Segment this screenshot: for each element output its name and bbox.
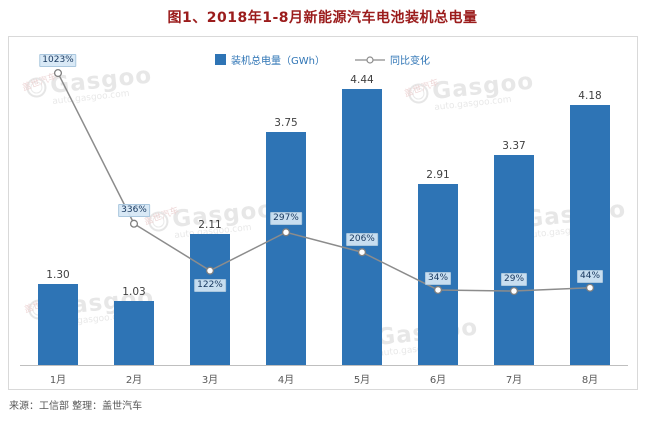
bar-2月 xyxy=(114,301,154,365)
x-tick-label: 1月 xyxy=(49,375,67,386)
bar-7月 xyxy=(494,155,534,365)
bar-value-label: 4.18 xyxy=(578,90,602,102)
legend-item-bars: 装机总电量（GWh） xyxy=(215,52,325,67)
x-tick-label: 8月 xyxy=(581,375,599,386)
bar-value-label: 1.30 xyxy=(46,269,70,281)
bar-6月 xyxy=(418,184,458,365)
bar-value-label: 2.91 xyxy=(426,169,450,181)
x-tick-label: 5月 xyxy=(353,375,371,386)
bar-value-label: 4.44 xyxy=(350,74,374,86)
bar-8月 xyxy=(570,105,610,365)
x-tick-label: 7月 xyxy=(505,375,523,386)
line-marker-icon xyxy=(354,55,385,64)
legend-bar-label: 装机总电量（GWh） xyxy=(231,56,325,67)
bar-4月 xyxy=(266,132,306,365)
bar-value-label: 3.75 xyxy=(274,117,298,129)
x-tick-label: 3月 xyxy=(201,375,219,386)
source-note: 来源：工信部 整理：盖世汽车 xyxy=(9,401,143,412)
legend: 装机总电量（GWh） 同比变化 xyxy=(0,52,645,67)
legend-item-line: 同比变化 xyxy=(354,52,430,67)
legend-line-label: 同比变化 xyxy=(389,56,430,67)
bar-value-label: 2.11 xyxy=(198,219,222,231)
chart-title: 图1、2018年1-8月新能源汽车电池装机总电量 xyxy=(167,10,478,26)
x-axis xyxy=(20,365,628,366)
bar-value-label: 3.37 xyxy=(502,140,526,152)
bar-swatch-icon xyxy=(215,54,226,65)
x-tick-label: 2月 xyxy=(125,375,143,386)
x-tick-label: 6月 xyxy=(429,375,447,386)
x-tick-label: 4月 xyxy=(277,375,295,386)
bar-1月 xyxy=(38,284,78,365)
bar-3月 xyxy=(190,234,230,365)
bar-value-label: 1.03 xyxy=(122,286,146,298)
bar-5月 xyxy=(342,89,382,365)
